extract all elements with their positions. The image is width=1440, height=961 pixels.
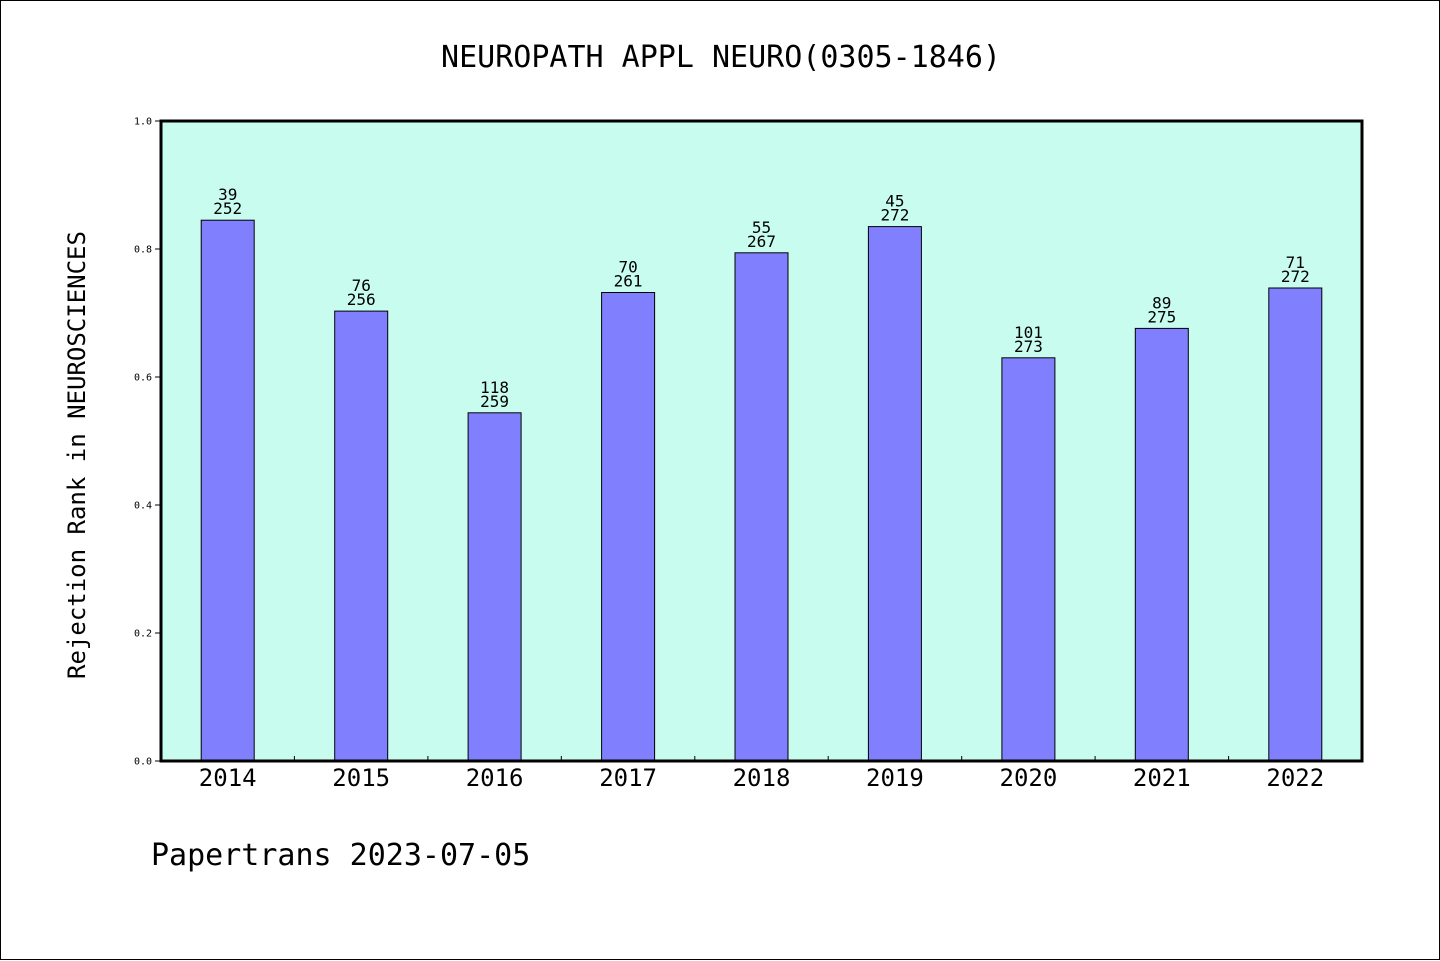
x-tick-label-2022: 2022 xyxy=(1266,764,1324,792)
bar-2016 xyxy=(467,412,522,762)
bar-label-total-2019: 272 xyxy=(880,206,909,225)
x-tick-label-2016: 2016 xyxy=(466,764,524,792)
y-axis: 0.0 0.2 0.4 0.6 0.8 1.0 xyxy=(134,117,161,768)
bars-layer xyxy=(200,219,1323,762)
bar-label-rank-2014: 39 xyxy=(218,185,237,204)
bar-label-rank-2021: 89 xyxy=(1152,293,1171,312)
bar-label-rank-2017: 70 xyxy=(618,258,637,277)
bar-label-rank-2019: 45 xyxy=(885,192,904,211)
x-tick-label-2015: 2015 xyxy=(332,764,390,792)
bar-2019 xyxy=(867,226,922,762)
x-axis: 2014 2015 2016 2017 2018 2019 2020 2021 2022 xyxy=(199,756,1324,792)
bar-label-total-2020: 273 xyxy=(1014,337,1043,356)
bar-2018 xyxy=(734,252,789,762)
bar-labels-layer: 3925276256118259702615526745272101273892… xyxy=(213,185,1310,411)
plot-border xyxy=(159,119,1364,763)
x-tick-label-2020: 2020 xyxy=(1000,764,1058,792)
x-tick-label-2021: 2021 xyxy=(1133,764,1191,792)
y-tick-label: 0.2 xyxy=(134,629,152,640)
y-tick-label: 0.8 xyxy=(134,245,152,256)
bar-label-total-2018: 267 xyxy=(747,232,776,251)
bar-label-rank-2016: 118 xyxy=(480,378,509,397)
bar-label-total-2017: 261 xyxy=(614,272,643,291)
y-axis-label: Rejection Rank in NEUROSCIENCES xyxy=(63,231,91,679)
x-tick-label-2014: 2014 xyxy=(199,764,257,792)
y-tick-label: 1.0 xyxy=(134,117,152,128)
bar-2014 xyxy=(200,219,255,762)
y-tick-label: 0.0 xyxy=(134,757,152,768)
x-tick-label-2019: 2019 xyxy=(866,764,924,792)
bar-2015 xyxy=(334,310,389,762)
bar-label-total-2016: 259 xyxy=(480,392,509,411)
bar-label-rank-2018: 55 xyxy=(752,218,771,237)
bar-2020 xyxy=(1001,357,1056,762)
bar-label-total-2014: 252 xyxy=(213,199,242,218)
bar-label-total-2022: 272 xyxy=(1281,267,1310,286)
bar-label-rank-2020: 101 xyxy=(1014,323,1043,342)
x-tick-label-2018: 2018 xyxy=(733,764,791,792)
y-tick-label: 0.6 xyxy=(134,373,152,384)
y-tick-label: 0.4 xyxy=(134,501,152,512)
chart-title: NEUROPATH APPL NEURO(0305-1846) xyxy=(441,40,1001,75)
x-tick-label-2017: 2017 xyxy=(599,764,657,792)
bar-label-total-2021: 275 xyxy=(1147,307,1176,326)
bar-label-rank-2022: 71 xyxy=(1286,253,1305,272)
footer-credit: Papertrans 2023-07-05 xyxy=(151,838,530,873)
bar-2017 xyxy=(601,292,656,762)
bar-2021 xyxy=(1134,327,1189,762)
bar-2022 xyxy=(1268,287,1323,762)
bar-label-total-2015: 256 xyxy=(347,290,376,309)
bar-label-rank-2015: 76 xyxy=(352,276,371,295)
